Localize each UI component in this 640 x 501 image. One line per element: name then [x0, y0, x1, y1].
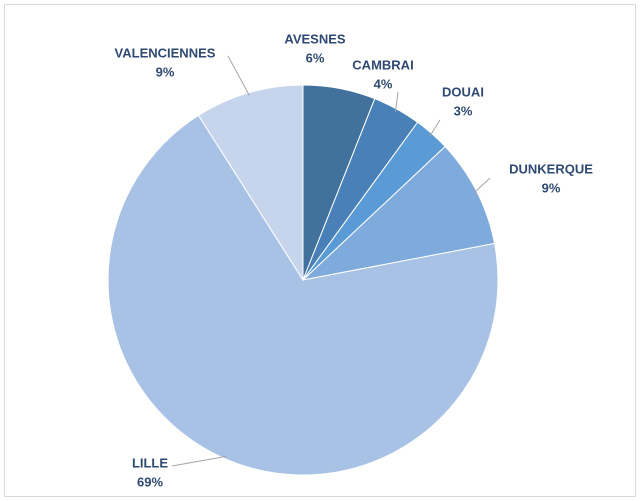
slice-value-label: 69%	[137, 474, 163, 489]
leader-line	[429, 119, 441, 137]
slice-value-label: 9%	[156, 64, 175, 79]
leader-line	[473, 177, 491, 194]
leader-line	[395, 91, 399, 112]
pie-slice	[107, 114, 499, 476]
slice-label: DUNKERQUE	[509, 161, 593, 176]
slice-label: CAMBRAI	[352, 57, 413, 72]
slice-label: LILLE	[132, 455, 168, 470]
pie-slice	[301, 145, 496, 281]
slice-label: DOUAI	[442, 84, 484, 99]
slice-label: AVESNES	[284, 31, 345, 46]
slice-value-label: 3%	[454, 103, 473, 118]
slice-label: VALENCIENNES	[115, 45, 216, 60]
slice-value-label: 4%	[374, 76, 393, 91]
leader-line	[227, 55, 250, 96]
leader-line	[171, 455, 227, 467]
pie-slice	[197, 84, 304, 282]
slice-value-label: 6%	[306, 50, 325, 65]
slice-value-label: 9%	[542, 180, 561, 195]
